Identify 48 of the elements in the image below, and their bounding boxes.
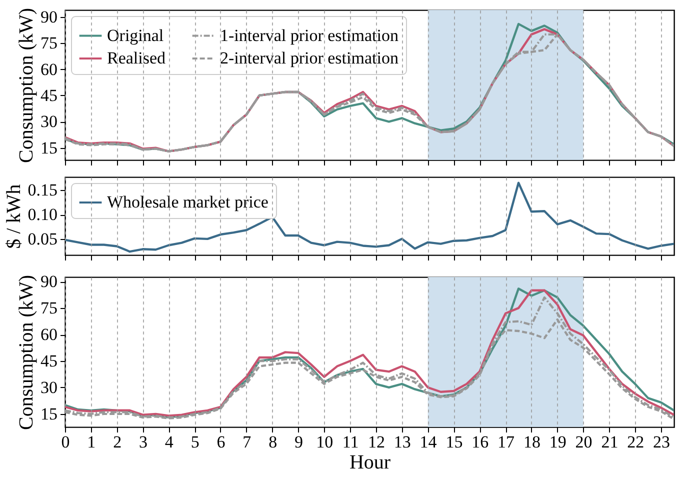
x-tick-label: 19 [549, 432, 566, 452]
x-tick-label: 15 [446, 432, 463, 452]
y-axis-title: Consumption (kW) [16, 8, 38, 163]
y-tick-label: 60 [40, 325, 58, 344]
y-tick-label: 75 [40, 34, 58, 53]
x-tick-label: 3 [138, 432, 148, 452]
y-tick-label: 45 [40, 86, 58, 105]
legend-label: 2-interval prior estimation [220, 48, 399, 68]
x-tick-label: 21 [601, 432, 618, 452]
x-tick-label: 13 [394, 432, 411, 452]
x-tick-label: 5 [190, 432, 200, 452]
x-tick-label: 2 [113, 432, 122, 452]
x-axis-title: Hour [349, 452, 391, 474]
x-tick-label: 9 [294, 432, 303, 452]
y-axis-title: Consumption (kW) [16, 275, 38, 430]
x-tick-label: 6 [216, 432, 226, 452]
y-tick-label: 0.15 [28, 180, 58, 200]
x-tick-label: 17 [498, 432, 516, 452]
y-tick-label: 15 [40, 404, 58, 424]
x-tick-label: 10 [316, 432, 334, 452]
x-tick-label: 20 [575, 432, 592, 452]
y-tick-label: 60 [40, 60, 58, 79]
y-axis-title: $ / kWh [2, 184, 25, 249]
legend-label: Realised [107, 48, 166, 68]
x-tick-label: 18 [523, 432, 540, 452]
y-tick-label: 90 [40, 272, 58, 292]
y-tick-label: 0.10 [28, 205, 58, 224]
x-tick-label: 14 [420, 432, 438, 452]
x-tick-label: 22 [627, 432, 644, 452]
x-tick-label: 0 [61, 432, 70, 452]
y-tick-label: 75 [40, 298, 58, 318]
x-tick-label: 4 [164, 432, 174, 452]
y-tick-label: 30 [40, 112, 58, 132]
legend-label: 1-interval prior estimation [220, 26, 399, 45]
x-tick-label: 7 [242, 432, 252, 452]
x-tick-label: 8 [268, 432, 278, 452]
x-tick-label: 1 [87, 432, 96, 452]
x-tick-label: 11 [342, 432, 359, 452]
x-tick-label: 23 [653, 432, 670, 452]
y-tick-label: 15 [40, 138, 58, 158]
y-tick-label: 45 [40, 352, 58, 370]
x-tick-label: 12 [368, 432, 385, 452]
legend-label: Wholesale market price [107, 192, 268, 212]
y-tick-label: 90 [40, 7, 58, 26]
x-tick-label: 16 [472, 432, 489, 452]
y-tick-label: 30 [40, 378, 58, 397]
y-tick-label: 0.05 [28, 229, 58, 248]
legend-label: Original [107, 26, 164, 45]
